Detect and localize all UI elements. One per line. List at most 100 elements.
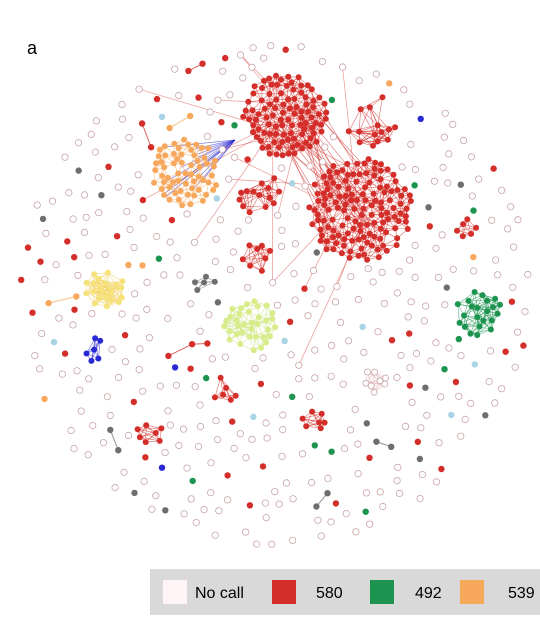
node xyxy=(457,432,465,440)
node xyxy=(329,216,336,223)
node xyxy=(83,290,90,297)
node xyxy=(191,152,198,159)
node xyxy=(362,184,369,191)
node xyxy=(384,209,390,216)
node xyxy=(344,215,351,222)
node xyxy=(364,256,371,263)
node xyxy=(298,82,305,89)
node xyxy=(323,180,330,187)
edge xyxy=(348,125,378,132)
node xyxy=(291,110,298,117)
legend: No call 580 492 539 xyxy=(150,569,540,615)
node xyxy=(166,196,173,203)
node xyxy=(90,280,97,287)
node xyxy=(187,201,194,208)
node xyxy=(420,317,428,325)
node xyxy=(364,264,372,273)
node xyxy=(378,212,385,218)
node xyxy=(252,333,259,340)
node xyxy=(379,94,386,101)
node xyxy=(182,180,189,187)
node xyxy=(83,279,90,286)
node xyxy=(395,489,404,498)
node xyxy=(206,108,214,116)
node xyxy=(135,85,143,93)
node xyxy=(439,163,447,172)
node xyxy=(461,415,469,423)
node xyxy=(276,188,283,195)
node xyxy=(143,305,151,313)
node xyxy=(97,337,104,344)
node xyxy=(123,208,131,216)
node xyxy=(471,361,478,368)
node xyxy=(33,201,41,209)
node xyxy=(393,476,401,485)
node xyxy=(347,272,355,281)
edge xyxy=(369,107,378,126)
edge xyxy=(464,306,473,327)
node xyxy=(422,384,429,391)
node xyxy=(161,192,168,198)
node xyxy=(344,160,351,167)
node xyxy=(325,206,332,213)
node xyxy=(397,210,404,217)
node xyxy=(166,238,174,246)
node xyxy=(118,115,127,123)
node xyxy=(37,258,44,265)
node xyxy=(250,347,257,354)
node xyxy=(251,364,259,373)
node xyxy=(277,164,286,172)
node xyxy=(362,489,370,497)
edge xyxy=(243,206,266,208)
node xyxy=(291,296,299,304)
node xyxy=(460,221,467,228)
node xyxy=(80,228,89,236)
node xyxy=(379,502,387,511)
node xyxy=(308,114,315,121)
node xyxy=(356,171,363,178)
node xyxy=(305,108,312,115)
node xyxy=(354,470,362,478)
edge xyxy=(214,377,221,398)
node xyxy=(524,270,532,279)
edge xyxy=(471,306,484,321)
node xyxy=(203,273,209,280)
legend-label: 539 xyxy=(508,585,535,602)
node xyxy=(173,254,181,262)
edge xyxy=(377,97,383,126)
node xyxy=(158,464,166,471)
edge xyxy=(360,97,383,110)
edge xyxy=(457,304,460,323)
node xyxy=(492,295,499,302)
node xyxy=(287,130,294,137)
node xyxy=(366,230,373,237)
node xyxy=(155,255,163,262)
node xyxy=(436,393,445,401)
node xyxy=(355,252,362,259)
node xyxy=(301,126,308,132)
node xyxy=(218,145,226,153)
node xyxy=(321,202,328,208)
edge xyxy=(369,107,390,130)
node xyxy=(408,398,416,406)
node xyxy=(475,175,483,183)
node xyxy=(153,160,159,167)
node xyxy=(375,254,382,261)
node xyxy=(191,192,198,199)
node xyxy=(386,197,393,204)
node xyxy=(277,242,286,250)
node xyxy=(285,136,291,143)
node xyxy=(366,104,373,111)
node xyxy=(291,96,298,102)
node xyxy=(269,315,276,322)
node xyxy=(269,112,276,119)
node xyxy=(83,350,90,357)
node xyxy=(223,496,232,504)
node xyxy=(435,439,443,447)
node xyxy=(377,176,384,183)
node xyxy=(294,141,301,148)
node xyxy=(161,143,168,150)
node xyxy=(401,186,408,193)
node xyxy=(121,332,129,339)
node xyxy=(302,139,309,146)
